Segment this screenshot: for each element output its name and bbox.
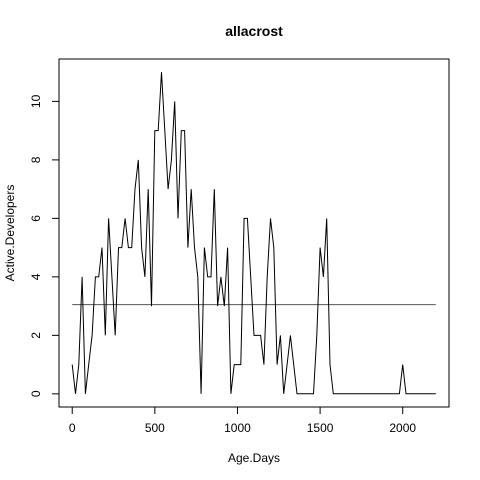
x-tick-label: 1500 bbox=[307, 421, 334, 435]
x-tick-label: 1000 bbox=[224, 421, 251, 435]
x-axis: 0 500 1000 1500 2000 bbox=[69, 406, 416, 435]
y-axis-label: Active.Developers bbox=[3, 185, 17, 282]
y-tick-label: 2 bbox=[29, 332, 43, 339]
x-axis-label: Age.Days bbox=[228, 451, 280, 465]
y-tick-label: 8 bbox=[29, 156, 43, 163]
x-tick-label: 0 bbox=[69, 421, 76, 435]
y-tick-label: 6 bbox=[29, 215, 43, 222]
x-tick-label: 500 bbox=[145, 421, 165, 435]
series-line-active-developers bbox=[71, 72, 436, 395]
y-tick-label: 4 bbox=[29, 273, 43, 280]
y-tick-label: 0 bbox=[29, 390, 43, 397]
plot-area-frame bbox=[58, 58, 450, 408]
y-axis: 0 2 4 6 8 10 bbox=[29, 94, 60, 397]
x-tick-label: 2000 bbox=[389, 421, 416, 435]
y-tick-label: 10 bbox=[29, 94, 43, 108]
chart-title: allacrost bbox=[225, 23, 283, 39]
